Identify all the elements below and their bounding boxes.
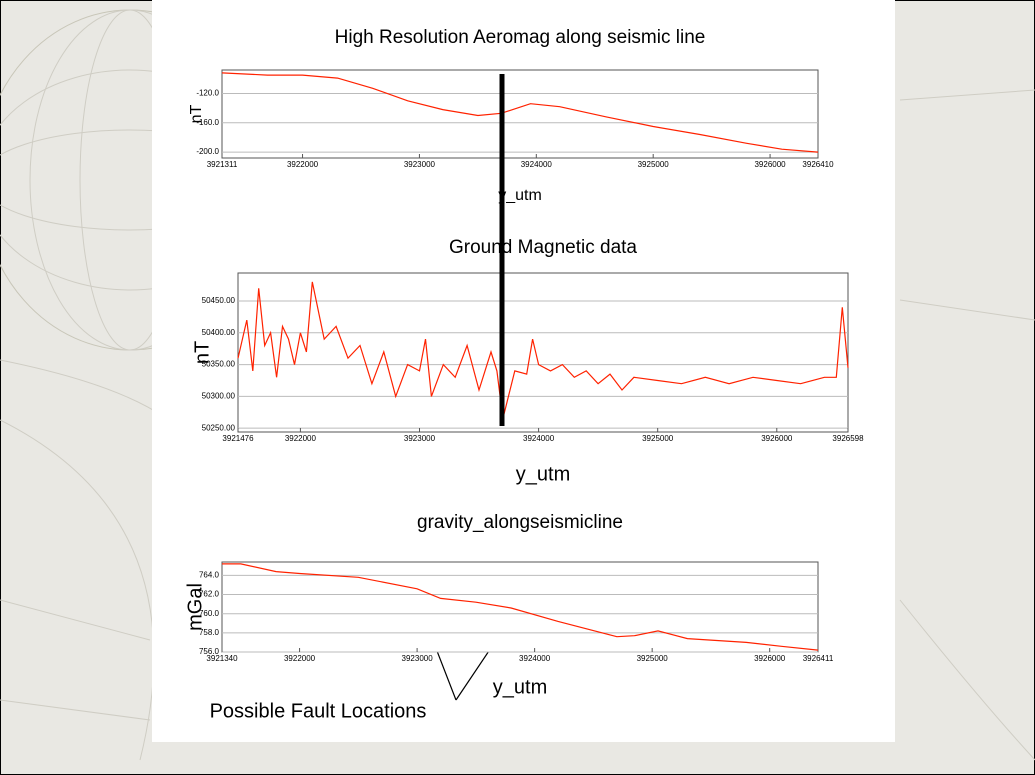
x-axis-label: y_utm: [498, 187, 542, 204]
plot-area: [221, 69, 819, 159]
y-tick-label: 50350.00: [202, 360, 236, 369]
chart-title: High Resolution Aeromag along seismic li…: [335, 27, 706, 48]
x-tick-label: 3926410: [802, 160, 834, 169]
x-tick-label: 3921476: [222, 434, 254, 443]
chart-title: Ground Magnetic data: [449, 237, 637, 258]
y-tick-label: -120.0: [196, 89, 219, 98]
x-tick-label: 3925000: [642, 434, 674, 443]
x-tick-label: 3926411: [803, 654, 834, 663]
x-tick-label: 3923000: [404, 160, 436, 169]
y-tick-label: -200.0: [196, 147, 219, 156]
y-tick-label: 50400.00: [202, 328, 236, 337]
x-tick-label: 3921340: [206, 654, 238, 663]
data-line: [237, 281, 849, 419]
y-tick-label: -160.0: [196, 118, 219, 127]
y-tick-label: 758.0: [199, 628, 220, 637]
chart-title: gravity_alongseismicline: [417, 512, 623, 533]
x-tick-label: 3926000: [754, 160, 786, 169]
annotation: Possible Fault Locations: [210, 700, 427, 722]
y-tick-label: 50450.00: [202, 296, 236, 305]
y-tick-label: 50250.00: [202, 423, 236, 432]
y-axis-label: nT: [191, 341, 213, 364]
y-tick-label: 50300.00: [202, 391, 236, 400]
plot-area: [221, 561, 819, 653]
x-tick-label: 3922000: [284, 654, 316, 663]
x-tick-label: 3923000: [404, 434, 436, 443]
data-line: [222, 563, 819, 651]
x-tick-label: 3926598: [832, 434, 864, 443]
x-axis-label: y_utm: [493, 676, 547, 698]
x-tick-label: 3926000: [761, 434, 793, 443]
y-axis-label: nT: [188, 104, 205, 123]
x-tick-label: 3922000: [287, 160, 319, 169]
x-tick-label: 3922000: [285, 434, 317, 443]
y-tick-label: 760.0: [199, 609, 220, 618]
y-tick-label: 764.0: [199, 571, 220, 580]
x-tick-label: 3926000: [754, 654, 786, 663]
y-axis-label: mGal: [184, 583, 206, 631]
x-tick-label: 3923000: [402, 654, 434, 663]
x-tick-label: 3921311: [207, 160, 238, 169]
plot-area: [237, 272, 849, 433]
y-tick-label: 756.0: [199, 647, 220, 656]
x-tick-label: 3925000: [637, 654, 669, 663]
x-tick-label: 3924000: [519, 654, 551, 663]
x-tick-label: 3924000: [523, 434, 555, 443]
x-axis-label: y_utm: [516, 463, 570, 485]
x-tick-label: 3925000: [638, 160, 670, 169]
y-tick-label: 762.0: [199, 590, 220, 599]
x-tick-label: 3924000: [521, 160, 553, 169]
